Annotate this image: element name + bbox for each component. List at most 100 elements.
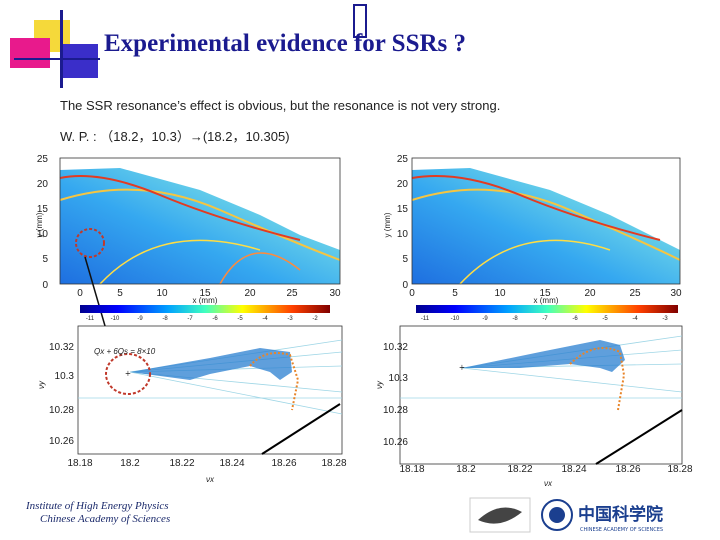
xtick-label: 18.28 xyxy=(667,464,692,475)
tune-right-xlabel: νx xyxy=(544,479,553,488)
tune-right-ylabel: νy xyxy=(375,380,384,389)
xtick-label: 18.18 xyxy=(399,464,424,475)
ytick-label: 10.26 xyxy=(383,437,408,448)
colorbar-tick: -7 xyxy=(542,316,548,322)
heatmap-left-ylabel: y (mm) xyxy=(35,212,44,237)
institute-line-2: Chinese Academy of Sciences xyxy=(40,513,171,525)
colorbar-tick: -8 xyxy=(512,316,518,322)
working-point-marker: + xyxy=(459,363,465,374)
cas-logo-text: 中国科学院 xyxy=(578,504,663,525)
colorbar-tick: -11 xyxy=(421,316,430,322)
ytick-label: 10 xyxy=(37,229,49,240)
heatmap-left-xlabel: x (mm) xyxy=(193,296,218,305)
xtick-label: 18.26 xyxy=(615,464,640,475)
heatmap-left-band xyxy=(99,239,261,285)
xtick-label: 18.26 xyxy=(271,458,296,469)
ytick-label: 20 xyxy=(397,179,409,190)
decor-vertical-line xyxy=(60,10,63,88)
colorbar-tick: -7 xyxy=(187,316,193,322)
highlight-circle xyxy=(75,228,105,258)
xtick-label: 20 xyxy=(244,288,256,299)
xtick-label: 18.22 xyxy=(507,464,532,475)
colorbar-tick: -11 xyxy=(86,316,95,322)
tune-right-xticks: 18.18 18.2 18.22 18.24 18.26 18.28 xyxy=(399,464,692,475)
ytick-label: 10.3 xyxy=(55,371,75,382)
xtick-label: 5 xyxy=(452,288,458,299)
tune-plot-right-frame xyxy=(399,325,683,465)
resonance-annotation: Qx + 6Qs = 8×10 xyxy=(94,347,156,356)
heatmap-right-edge xyxy=(411,175,661,241)
heatmap-right-band xyxy=(459,239,611,285)
colorbar-tick: -4 xyxy=(632,316,638,322)
heatmap-right-frame xyxy=(411,157,681,285)
colorbar-tick: -6 xyxy=(572,316,578,322)
resonance-line-strong xyxy=(261,403,341,455)
heatmap-right-yticks: 25 20 15 10 5 0 xyxy=(397,154,409,291)
colorbar-tick: -9 xyxy=(137,316,143,322)
cas-logo-subtext: CHINESE ACADEMY OF SCIENCES xyxy=(580,527,663,533)
ytick-label: 20 xyxy=(37,179,49,190)
tune-plot-right: + xyxy=(399,325,683,465)
ytick-label: 25 xyxy=(37,154,49,165)
xtick-label: 15 xyxy=(539,288,551,299)
tune-footprint xyxy=(130,348,292,380)
highlight-circle xyxy=(105,353,151,395)
colorbar-left xyxy=(80,305,330,313)
resonance-line xyxy=(461,367,683,393)
xtick-label: 25 xyxy=(286,288,298,299)
working-point-marker: + xyxy=(125,369,131,380)
institute-logo-text: Institute of High Energy Physics Chinese… xyxy=(26,500,170,526)
xtick-label: 30 xyxy=(670,288,682,299)
tune-left-xticks: 18.18 18.2 18.22 18.24 18.26 18.28 xyxy=(67,458,346,469)
colorbar-right-ticks: -11 -10 -9 -8 -7 -6 -5 -4 -3 xyxy=(421,316,668,322)
resonance-line xyxy=(129,371,343,415)
heatmap-right-ylabel: y (mm) xyxy=(383,212,392,237)
heatmap-left xyxy=(59,157,341,351)
tune-footprint-edge xyxy=(249,352,300,411)
slide-title: Experimental evidence for SSRs ? xyxy=(104,30,467,57)
heatmap-left-empty xyxy=(60,158,340,250)
tune-left-yticks: 10.32 10.3 10.28 10.26 xyxy=(49,342,74,447)
colorbar-tick: -10 xyxy=(111,316,120,322)
colorbar-tick: -3 xyxy=(662,316,668,322)
heatmap-left-xticks: 0 5 10 15 20 25 30 xyxy=(77,288,341,299)
ytick-label: 10.3 xyxy=(389,373,409,384)
ytick-label: 15 xyxy=(37,204,49,215)
xtick-label: 0 xyxy=(77,288,83,299)
tune-right-yticks: 10.32 10.3 10.28 10.26 xyxy=(383,342,408,448)
missing-glyph-icon xyxy=(353,4,367,38)
xtick-label: 10 xyxy=(494,288,506,299)
working-point-line: W. P. : （18.2，10.3）→(18.2，10.305) xyxy=(60,129,290,144)
ytick-label: 10.32 xyxy=(383,342,408,353)
xtick-label: 18.18 xyxy=(67,458,92,469)
colorbar-tick: -5 xyxy=(602,316,608,322)
heatmap-right-band xyxy=(411,188,681,261)
ytick-label: 25 xyxy=(397,154,409,165)
xtick-label: 18.2 xyxy=(120,458,140,469)
ihep-swirl-icon xyxy=(478,507,522,524)
ytick-label: 10.26 xyxy=(49,436,74,447)
heatmap-left-band xyxy=(59,188,341,261)
ytick-label: 5 xyxy=(42,254,48,265)
heatmap-left-edge xyxy=(59,175,301,241)
colorbar-tick: -6 xyxy=(212,316,218,322)
heatmap-left-frame xyxy=(59,157,341,285)
colorbar-tick: -3 xyxy=(287,316,293,322)
colorbar-tick: -8 xyxy=(162,316,168,322)
ytick-label: 5 xyxy=(402,254,408,265)
colorbar-left-ticks: -11 -10 -9 -8 -7 -6 -5 -4 -3 -2 xyxy=(86,316,318,322)
colorbar-tick: -4 xyxy=(262,316,268,322)
tune-left-xlabel: νx xyxy=(206,475,215,484)
tune-footprint-edge xyxy=(569,347,626,411)
ytick-label: 15 xyxy=(397,204,409,215)
tune-plot-left: + xyxy=(77,325,343,455)
heatmap-left-band xyxy=(219,252,301,285)
decor-square-blue xyxy=(62,44,98,78)
heatmap-right-empty xyxy=(412,158,680,250)
xtick-label: 15 xyxy=(199,288,211,299)
xtick-label: 10 xyxy=(156,288,168,299)
xtick-label: 0 xyxy=(409,288,415,299)
xtick-label: 18.24 xyxy=(561,464,586,475)
